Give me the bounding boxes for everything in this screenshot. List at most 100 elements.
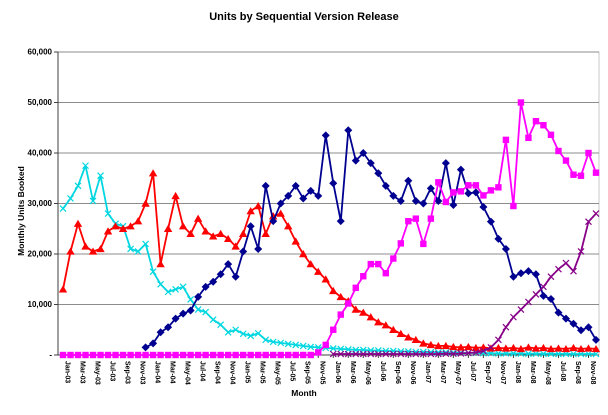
diamond-marker	[366, 159, 375, 168]
triangle-marker	[569, 343, 578, 352]
x-marker	[134, 248, 142, 255]
triangle-marker	[471, 343, 481, 352]
x-marker	[577, 248, 585, 255]
square-marker	[502, 136, 510, 144]
x-marker	[547, 273, 555, 281]
square-marker	[405, 217, 412, 225]
triangle-marker	[531, 344, 541, 352]
diamond-marker	[471, 188, 480, 197]
diamond-marker	[201, 282, 210, 291]
triangle-marker	[231, 242, 240, 250]
x-marker	[337, 350, 345, 358]
diamond-marker	[179, 309, 188, 318]
x-tick-label: May-08	[544, 361, 551, 385]
x-tick-label: Jul-07	[469, 361, 476, 381]
x-tick-label: Jan-04	[154, 361, 161, 383]
diamond-marker	[524, 267, 533, 276]
diamond-marker	[486, 217, 495, 226]
x-tick-label: Jul-08	[559, 361, 566, 381]
triangle-marker	[208, 232, 218, 240]
release-5-line	[333, 212, 597, 355]
diamond-marker	[449, 201, 458, 210]
square-marker	[495, 184, 502, 191]
diamond-marker	[186, 306, 195, 315]
square-marker	[179, 351, 187, 359]
triangle-marker	[539, 343, 548, 352]
x-marker	[269, 338, 277, 346]
square-marker	[367, 260, 374, 268]
x-marker	[367, 350, 375, 358]
x-tick-label: Jul-06	[379, 361, 386, 381]
x-marker	[389, 347, 397, 355]
triangle-marker	[426, 340, 436, 349]
triangle-marker	[456, 343, 466, 351]
square-marker	[307, 351, 314, 359]
square-marker	[89, 351, 97, 359]
triangle-marker	[576, 344, 586, 353]
square-marker	[360, 273, 367, 280]
diamond-marker	[554, 308, 563, 317]
square-marker	[420, 240, 427, 248]
square-marker	[269, 351, 277, 359]
x-tick-label: Sep-08	[574, 361, 581, 384]
x-marker	[502, 323, 510, 331]
diamond-marker	[269, 217, 278, 226]
y-tick-label: 60,000	[28, 48, 53, 57]
x-marker	[457, 350, 465, 357]
diamond-marker	[194, 292, 203, 301]
y-tick-label: 20,000	[28, 250, 53, 259]
triangle-marker	[111, 222, 120, 230]
x-marker	[89, 197, 97, 205]
x-marker	[449, 349, 457, 357]
square-marker	[172, 351, 179, 359]
triangle-marker	[404, 333, 413, 341]
x-marker	[82, 162, 89, 170]
x-marker	[382, 350, 390, 358]
x-marker	[172, 285, 180, 293]
square-marker	[480, 192, 487, 199]
square-marker	[517, 99, 525, 106]
diamond-marker	[561, 314, 570, 323]
x-marker	[442, 350, 450, 358]
x-marker	[179, 283, 187, 291]
x-marker	[217, 321, 225, 329]
x-marker	[157, 280, 165, 288]
triangle-marker	[276, 209, 285, 217]
square-marker	[59, 351, 67, 359]
triangle-marker	[201, 227, 210, 235]
square-marker	[525, 134, 532, 142]
square-marker	[532, 117, 540, 125]
triangle-marker	[103, 227, 113, 235]
x-marker	[359, 350, 367, 358]
x-tick-label: Nov-07	[499, 361, 506, 384]
triangle-marker	[193, 214, 203, 222]
square-marker	[315, 349, 322, 356]
triangle-marker	[133, 217, 143, 225]
x-tick-label: Mar-08	[529, 361, 536, 384]
release-1-line	[62, 164, 596, 355]
x-tick-label: Mar-04	[169, 361, 176, 384]
square-marker	[577, 172, 585, 179]
triangle-marker	[359, 308, 368, 316]
diamond-marker	[464, 189, 473, 198]
x-marker	[142, 240, 150, 248]
diamond-marker	[494, 234, 503, 243]
diamond-marker	[576, 326, 585, 335]
x-marker	[209, 316, 217, 324]
square-marker	[442, 198, 450, 206]
x-axis-title: Month	[291, 388, 317, 398]
x-marker	[404, 350, 412, 358]
diamond-marker	[584, 323, 593, 332]
triangle-marker	[411, 335, 421, 344]
x-tick-label: Jul-04	[199, 361, 206, 381]
x-marker	[277, 339, 285, 347]
diamond-marker	[426, 184, 435, 193]
triangle-marker	[261, 229, 270, 237]
triangle-marker	[81, 242, 90, 250]
triangle-marker	[464, 342, 473, 351]
x-tick-label: Jul-03	[109, 361, 116, 381]
triangle-marker	[284, 222, 293, 230]
triangle-marker	[546, 344, 556, 353]
triangle-marker	[516, 344, 526, 353]
